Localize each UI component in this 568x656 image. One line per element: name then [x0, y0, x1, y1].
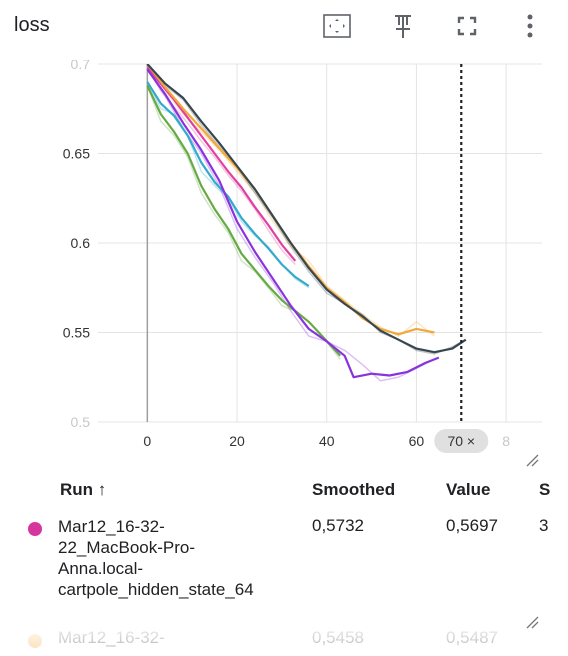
loss-chart[interactable]: 0.5 0.55 0.6 0.65 0.7 0 20 40 60 8 70 ×: [0, 60, 568, 470]
x-tick-label: 40: [319, 433, 335, 449]
smoothed-series-line: [146, 85, 342, 357]
run-column-header[interactable]: Run ↑: [60, 480, 107, 499]
run-color-dot: [28, 634, 42, 648]
card-title: loss: [14, 14, 50, 36]
raw-series-line: [146, 68, 435, 382]
resize-handle-icon[interactable]: [524, 614, 540, 630]
raw-series-line: [146, 64, 435, 337]
x-tick-label: 8: [502, 433, 510, 449]
smoothed-column-header[interactable]: Smoothed: [312, 480, 396, 499]
x-tick-label: 0: [143, 433, 151, 449]
step-column-header[interactable]: S: [539, 480, 551, 499]
raw-value: 0,5697: [446, 516, 498, 535]
run-name: Mar12_16-32-: [58, 628, 165, 647]
more-vert-icon: [527, 14, 533, 38]
resize-handle-icon[interactable]: [524, 452, 540, 468]
smoothed-value: 0,5732: [312, 516, 364, 535]
smoothed-series-line: [146, 81, 310, 287]
value-column-header[interactable]: Value: [446, 480, 491, 499]
smoothed-series-line: [146, 68, 440, 379]
step-value: 3: [539, 516, 549, 535]
raw-value: 0,5487: [446, 628, 498, 647]
x-tick-label: 20: [229, 433, 245, 449]
raw-series-line: [146, 85, 341, 360]
fit-domain-button[interactable]: [319, 8, 355, 44]
hover-step-chip: [434, 429, 489, 453]
pin-button[interactable]: [385, 8, 421, 44]
smoothed-series-line: [146, 64, 467, 354]
smoothed-series-line: [146, 64, 435, 336]
run-name: Mar12_16-32- 22_MacBook-Pro- Anna.local-…: [58, 517, 254, 599]
x-tick-label: 60: [409, 433, 425, 449]
y-tick-label: 0.5: [71, 414, 91, 430]
fullscreen-icon: [457, 16, 477, 36]
pin-icon: [395, 15, 411, 38]
smoothed-series-line: [146, 66, 297, 262]
y-tick-label: 0.7: [71, 60, 91, 72]
fullscreen-button[interactable]: [449, 8, 485, 44]
fit-domain-icon: [323, 14, 351, 38]
hover-step-label: 70 ×: [447, 433, 475, 449]
y-tick-label: 0.55: [63, 325, 90, 341]
smoothed-value: 0,5458: [312, 628, 364, 647]
table-header: Run ↑ Smoothed Value S: [0, 480, 568, 504]
raw-series-line: [146, 64, 467, 355]
y-tick-label: 0.65: [63, 146, 90, 162]
more-options-button[interactable]: [512, 8, 548, 44]
y-tick-label: 0.6: [71, 235, 91, 251]
run-color-dot: [28, 522, 42, 536]
table-row[interactable]: Mar12_16-32- 0,5458 0,5487: [0, 624, 568, 656]
